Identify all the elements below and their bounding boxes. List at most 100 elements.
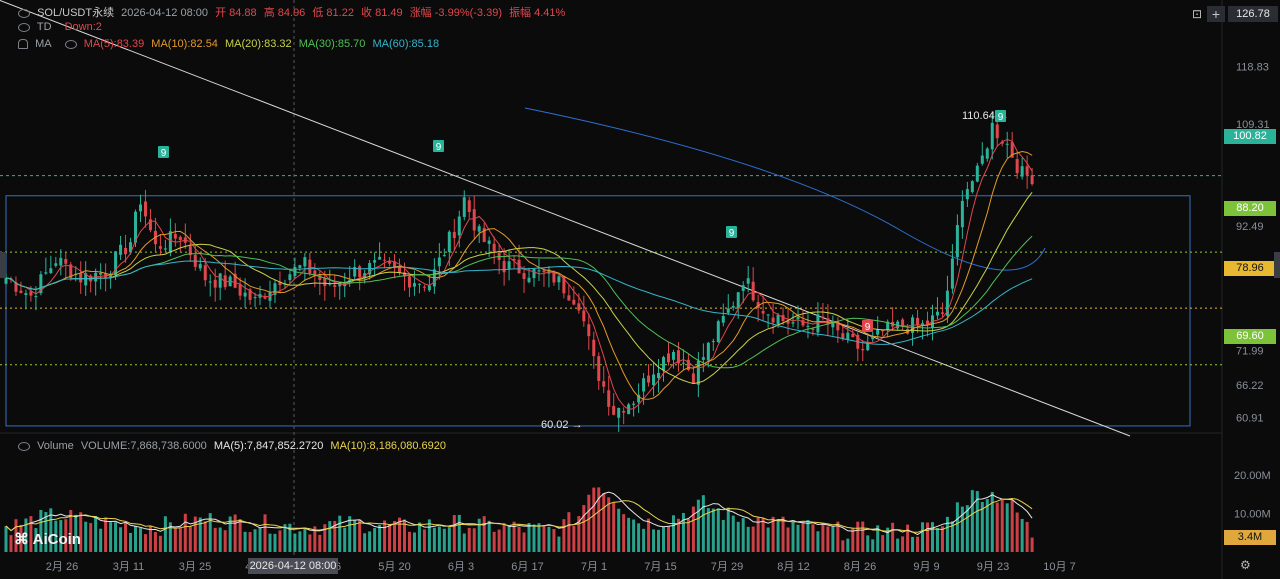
volume-bar bbox=[582, 505, 586, 552]
volume-bar bbox=[298, 531, 302, 552]
candle-body bbox=[622, 410, 626, 413]
eye-icon[interactable] bbox=[18, 22, 30, 32]
volume-bar bbox=[512, 521, 516, 552]
candle-body bbox=[916, 317, 920, 326]
volume-bar bbox=[916, 536, 920, 552]
volume-bar bbox=[338, 515, 342, 552]
volume-bar bbox=[940, 526, 944, 552]
volume-ma10: MA(10):8,186,080.6920 bbox=[330, 440, 446, 452]
candle-body bbox=[826, 318, 830, 325]
volume-bar bbox=[721, 519, 725, 552]
candle-body bbox=[313, 270, 317, 277]
eye-icon[interactable] bbox=[64, 39, 77, 49]
candle-body bbox=[980, 155, 984, 164]
volume-bar bbox=[263, 514, 267, 552]
volume-bar bbox=[771, 516, 775, 552]
candle-body bbox=[422, 286, 426, 288]
candle-body bbox=[886, 321, 890, 330]
candle-body bbox=[771, 317, 775, 323]
candle-body bbox=[756, 302, 760, 309]
volume-bar bbox=[383, 520, 387, 552]
volume-bar bbox=[592, 487, 596, 552]
candle-body bbox=[29, 291, 33, 296]
date-tick-label: 7月 1 bbox=[581, 561, 607, 573]
volume-bar bbox=[612, 502, 616, 552]
volume-bar bbox=[333, 520, 337, 552]
bell-icon[interactable] bbox=[18, 39, 28, 50]
volume-bar bbox=[343, 527, 347, 552]
candle-body bbox=[741, 285, 745, 291]
candle-body bbox=[766, 314, 770, 316]
volume-bar bbox=[532, 524, 536, 552]
candle-body bbox=[288, 274, 292, 280]
volume-bar bbox=[198, 517, 202, 552]
volume-bar bbox=[328, 521, 332, 552]
candle-body bbox=[273, 283, 277, 295]
date-tick-label: 10月 7 bbox=[1043, 561, 1075, 573]
volume-bar bbox=[492, 531, 496, 552]
candle-body bbox=[736, 292, 740, 309]
candle-body bbox=[178, 236, 182, 241]
td-mark-bg bbox=[726, 226, 737, 238]
volume-bar bbox=[427, 519, 431, 552]
volume-bar bbox=[158, 535, 162, 552]
volume-bar bbox=[188, 526, 192, 552]
volume-bar bbox=[950, 521, 954, 552]
candle-body bbox=[492, 243, 496, 252]
volume-bar bbox=[921, 522, 925, 552]
td-header: TD Down:2 bbox=[18, 21, 106, 33]
candle-body bbox=[542, 270, 546, 273]
date-tick-label: 2月 26 bbox=[46, 561, 78, 573]
candle-body bbox=[457, 216, 461, 236]
volume-bar bbox=[622, 514, 626, 552]
volume-bar bbox=[363, 533, 367, 552]
volume-bar bbox=[452, 515, 456, 552]
candle-body bbox=[935, 311, 939, 316]
left-collapse-handle[interactable] bbox=[0, 252, 6, 278]
volume-bar bbox=[926, 522, 930, 552]
volume-tick-label: 10.00M bbox=[1234, 509, 1271, 521]
volume-bar bbox=[602, 493, 606, 552]
symbol: SOL/USDT永续 bbox=[37, 7, 115, 19]
settings-icon[interactable]: ⚙ bbox=[1240, 558, 1251, 572]
right-collapse-handle[interactable] bbox=[1274, 252, 1280, 278]
candle-body bbox=[168, 231, 172, 252]
volume-bar bbox=[796, 524, 800, 552]
candle-body bbox=[79, 273, 83, 283]
volume-bar bbox=[183, 513, 187, 552]
eye-icon[interactable] bbox=[18, 441, 30, 451]
add-button[interactable]: + bbox=[1207, 6, 1225, 22]
volume-bar bbox=[1015, 512, 1019, 552]
restore-icon[interactable]: ⊡ bbox=[1191, 7, 1203, 21]
candle-body bbox=[198, 264, 202, 269]
candle-body bbox=[642, 378, 646, 392]
candle-body bbox=[213, 279, 217, 288]
volume-bar bbox=[368, 531, 372, 552]
candle-body bbox=[791, 322, 795, 324]
volume-bar bbox=[891, 522, 895, 552]
volume-bar bbox=[14, 519, 18, 552]
candle-body bbox=[726, 308, 730, 313]
volume-bar bbox=[851, 528, 855, 552]
ma10-value: MA(10):82.54 bbox=[151, 38, 218, 50]
candle-body bbox=[955, 225, 959, 258]
candle-body bbox=[711, 341, 715, 343]
candle-body bbox=[557, 276, 561, 283]
eye-icon[interactable] bbox=[18, 8, 30, 18]
long-ma-line bbox=[524, 107, 1046, 271]
candle-body bbox=[54, 263, 58, 266]
volume-bar bbox=[945, 516, 949, 552]
volume-bar bbox=[980, 501, 984, 552]
volume-bar bbox=[861, 521, 865, 552]
volume-bar bbox=[173, 528, 177, 552]
candle-body bbox=[1000, 141, 1004, 144]
volume-bar bbox=[871, 539, 875, 552]
candle-body bbox=[1015, 159, 1019, 174]
header-open: 开 84.88 bbox=[215, 7, 257, 19]
volume-bar bbox=[462, 533, 466, 552]
candle-body bbox=[138, 204, 142, 212]
volume-bar bbox=[716, 508, 720, 552]
candle-body bbox=[871, 335, 875, 340]
volume-bar bbox=[542, 525, 546, 552]
